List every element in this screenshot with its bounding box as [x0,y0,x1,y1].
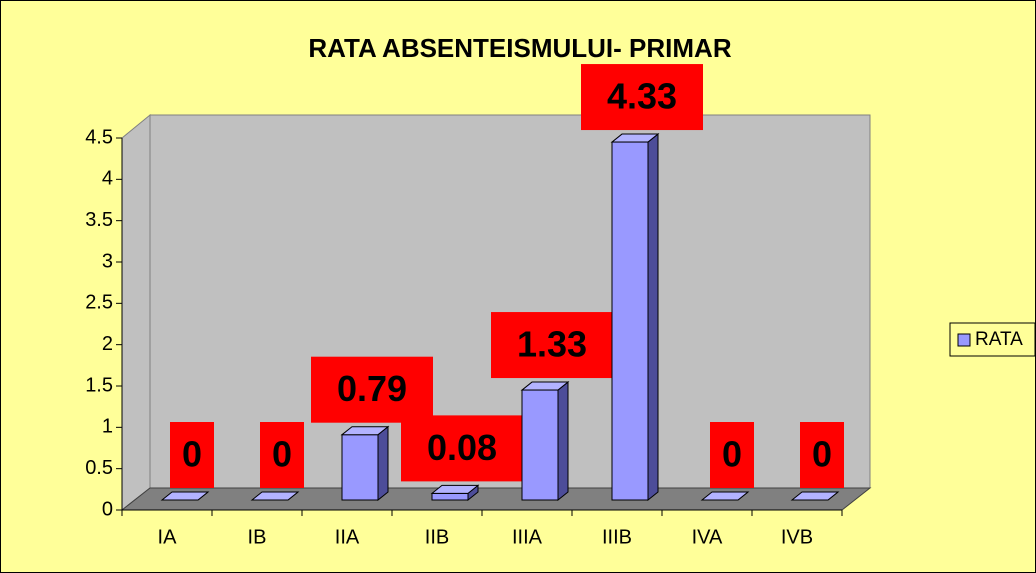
data-label: 0 [812,434,832,475]
data-label-box [170,422,214,488]
bar-top [610,133,660,143]
data-label: 4.33 [607,76,677,117]
data-label: 0 [272,434,292,475]
x-tick-label: IIA [335,526,360,548]
bar-top [160,491,210,501]
bar-side [557,381,569,502]
data-label-box [491,312,613,379]
data-label: 0 [722,434,742,475]
bar-front [341,434,379,501]
bar-top [430,484,480,494]
y-tick-label: 0.5 [85,457,113,479]
data-label-box [581,64,703,131]
bar-top [520,381,570,391]
bar-side [647,133,659,502]
bar-top [700,491,750,501]
bar-front [521,389,559,501]
bar-top [790,491,840,501]
side-wall [121,113,151,512]
data-label-box [800,422,844,488]
data-label-box [710,422,754,488]
x-tick-label: IIIB [602,526,632,548]
x-tick-label: IA [158,526,178,548]
x-tick-label: IIIA [512,526,543,548]
data-label: 0.79 [337,368,407,409]
data-label: 0 [182,434,202,475]
floor [120,487,872,511]
x-tick-label: IVA [692,526,723,548]
x-tick-label: IIB [425,526,449,548]
y-tick-label: 2.5 [85,292,113,314]
y-tick-label: 0 [102,498,113,520]
legend-swatch [957,333,971,347]
data-label: 0.08 [427,427,497,468]
chart-title: RATA ABSENTEISMULUI- PRIMAR [308,33,731,63]
data-label: 1.33 [517,324,587,365]
legend: RATA [949,322,1036,357]
bar-front [431,492,469,501]
y-tick-label: 3.5 [85,209,113,231]
x-tick-label: IB [248,526,267,548]
bar-top [340,426,390,436]
y-tick-label: 4 [102,168,113,190]
data-label-box [401,415,523,482]
data-label-box [260,422,304,488]
x-tick-label: IVB [781,526,813,548]
y-tick-label: 1 [102,416,113,438]
y-tick-label: 1.5 [85,374,113,396]
data-label-box [311,356,433,423]
bar-side [377,425,389,502]
y-tick-label: 4.5 [85,126,113,148]
bar-front [611,141,649,501]
legend-label: RATA [975,329,1023,350]
y-tick-label: 2 [102,333,113,355]
y-tick-label: 3 [102,250,113,272]
bar-top [250,491,300,501]
